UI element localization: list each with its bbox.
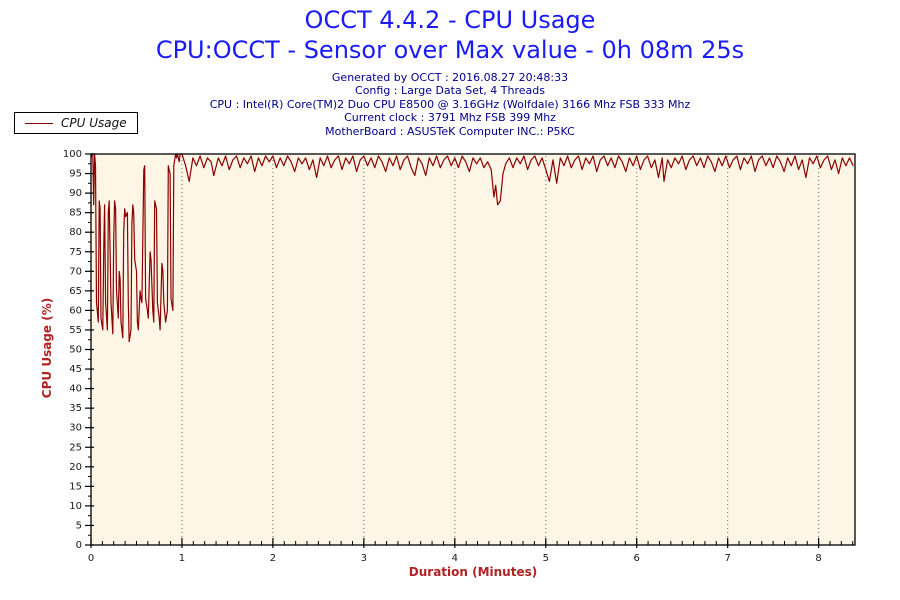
y-tick-label: 35 xyxy=(69,403,82,414)
cpu-usage-series-line xyxy=(90,153,854,343)
info-line-config: Config : Large Data Set, 4 Threads xyxy=(355,84,545,98)
info-line-generated: Generated by OCCT : 2016.08.27 20:48:33 xyxy=(331,71,569,84)
y-tick-label: 65 xyxy=(69,286,82,297)
y-tick-label: 75 xyxy=(69,247,82,258)
info-line-clock: Current clock : 3791 Mhz FSB 399 Mhz xyxy=(344,111,556,125)
y-tick-label: 25 xyxy=(69,442,82,453)
info-line-motherboard: MotherBoard : ASUSTeK Computer INC.: P5K… xyxy=(325,124,575,138)
x-tick-label: 6 xyxy=(634,553,640,564)
y-tick-label: 5 xyxy=(76,520,82,531)
y-tick-label: 100 xyxy=(63,149,82,160)
legend-box: CPU Usage xyxy=(14,112,138,134)
x-tick-label: 1 xyxy=(179,553,185,564)
y-tick-label: 80 xyxy=(69,227,82,238)
x-tick-label: 7 xyxy=(724,553,730,564)
legend-label: CPU Usage xyxy=(61,116,127,130)
y-tick-label: 60 xyxy=(69,305,82,316)
y-tick-label: 70 xyxy=(69,266,82,277)
x-tick-label: 0 xyxy=(88,553,94,564)
y-tick-label: 50 xyxy=(69,345,82,356)
y-tick-label: 15 xyxy=(69,481,82,492)
cpu-usage-line-chart: 0 1 2 3 4 5 6 7 80510152025303540455055606570758… xyxy=(63,149,856,564)
y-tick-label: 95 xyxy=(69,169,82,180)
info-line-cpu: CPU : Intel(R) Core(TM)2 Duo CPU E8500 @… xyxy=(209,97,691,111)
y-tick-label: 90 xyxy=(69,188,82,199)
y-tick-label: 85 xyxy=(69,208,82,219)
y-tick-label: 30 xyxy=(69,423,82,434)
y-tick-label: 55 xyxy=(69,325,82,336)
x-axis-title: Duration (Minutes) xyxy=(408,565,538,579)
y-tick-label: 10 xyxy=(69,501,82,512)
system-info-block: Generated by OCCT : 2016.08.27 20:48:33 … xyxy=(0,71,900,138)
x-tick-label: 4 xyxy=(452,553,458,564)
legend-line-sample-icon xyxy=(25,122,53,124)
y-tick-label: 45 xyxy=(69,364,82,375)
x-tick-label: 2 xyxy=(270,553,276,564)
x-tick-label: 3 xyxy=(361,553,367,564)
page-subtitle: CPU:OCCT - Sensor over Max value - 0h 08… xyxy=(155,36,745,64)
y-tick-label: 20 xyxy=(69,462,82,473)
page-title: OCCT 4.4.2 - CPU Usage xyxy=(304,6,596,34)
plot-area xyxy=(91,154,855,545)
x-tick-label: 8 xyxy=(815,553,821,564)
y-tick-label: 0 xyxy=(76,540,82,551)
y-tick-label: 40 xyxy=(69,384,82,395)
x-tick-label: 5 xyxy=(543,553,549,564)
